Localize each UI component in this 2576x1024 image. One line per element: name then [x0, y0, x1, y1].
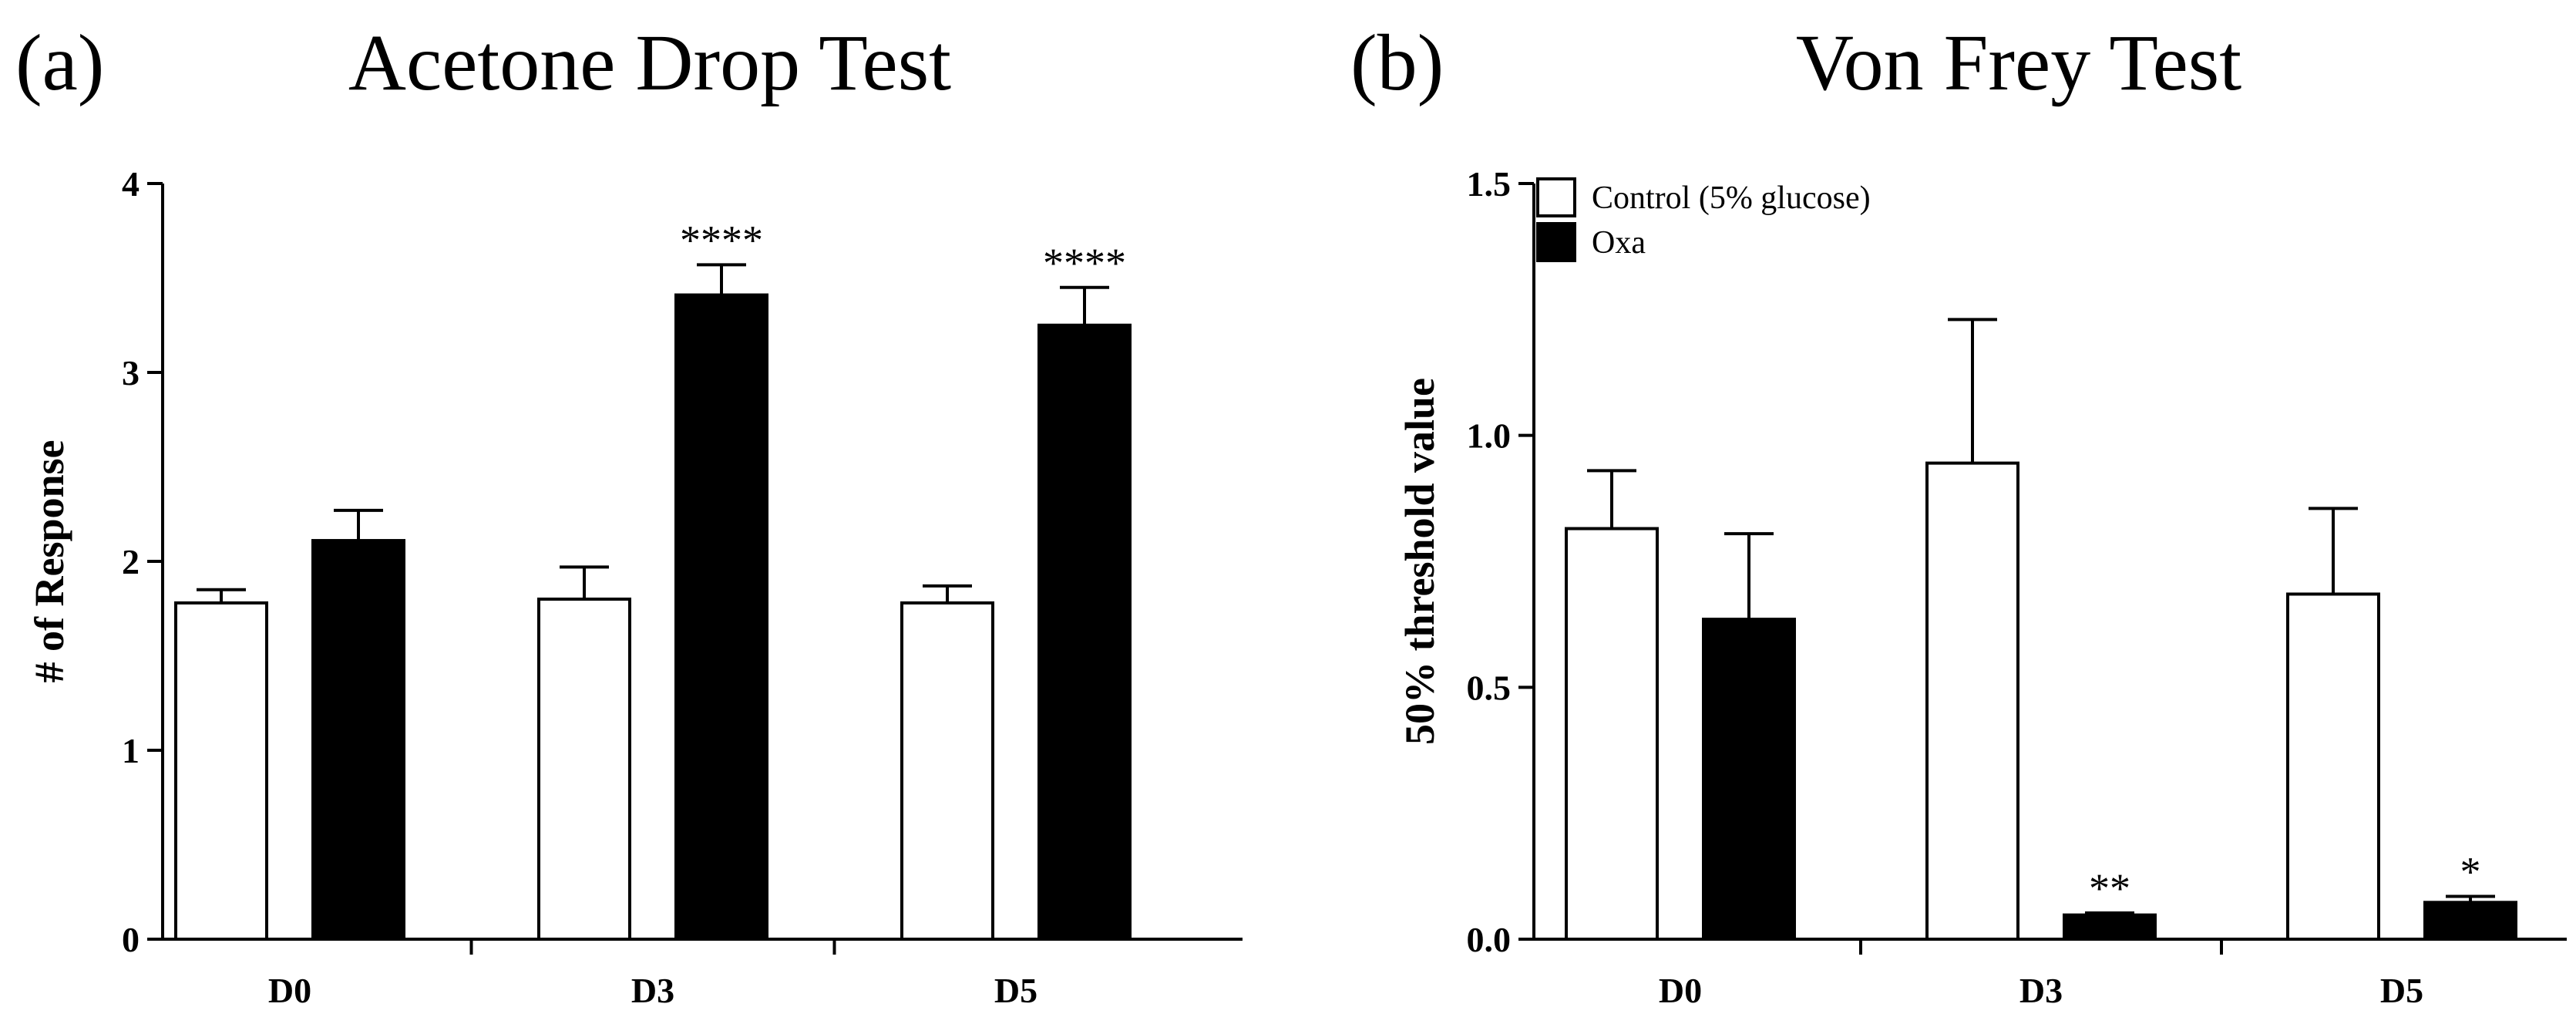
legend-swatch-control — [1536, 177, 1576, 217]
bar-control-D3 — [537, 598, 631, 941]
bar-control-D5 — [900, 601, 994, 941]
y-tick-label: 0.0 — [1467, 920, 1512, 959]
y-tick-label: 4 — [122, 164, 140, 204]
y-tick-label: 1.0 — [1467, 416, 1512, 456]
y-tick-label: 0.5 — [1467, 668, 1512, 707]
bar-control-D5 — [2286, 592, 2380, 941]
bar-oxa-D3 — [674, 293, 768, 941]
bar-control-D0 — [1565, 527, 1659, 941]
x-tick-label: D0 — [268, 971, 311, 1010]
y-axis-label: # of Response — [26, 440, 72, 682]
y-tick-label: 1 — [122, 731, 140, 770]
legend-swatch-oxa — [1536, 222, 1576, 262]
x-tick-label: D3 — [631, 971, 674, 1010]
panel-label: (a) — [15, 19, 104, 107]
x-tick-label: D5 — [994, 971, 1037, 1010]
bar-control-D3 — [1925, 461, 2019, 941]
bar-oxa-D3 — [2063, 913, 2157, 941]
bar-oxa-D5 — [1037, 323, 1132, 941]
significance-marker: ** — [2089, 865, 2130, 911]
significance-marker: **** — [680, 217, 763, 263]
x-tick-label: D3 — [2019, 971, 2063, 1010]
x-tick-label: D5 — [2380, 971, 2423, 1010]
significance-marker: **** — [1043, 240, 1126, 286]
legend-label-oxa: Oxa — [1592, 225, 1646, 261]
significance-marker: * — [2460, 848, 2481, 894]
panel-label: (b) — [1350, 19, 1444, 107]
chart-title: Acetone Drop Test — [348, 19, 951, 107]
legend-label-control: Control (5% glucose) — [1592, 180, 1871, 216]
y-tick-label: 3 — [122, 353, 140, 392]
bar-control-D0 — [174, 601, 268, 941]
bar-oxa-D0 — [311, 539, 405, 941]
y-tick-label: 2 — [122, 542, 140, 581]
bar-oxa-D5 — [2423, 901, 2517, 941]
y-axis-label: 50% threshold value — [1397, 378, 1443, 745]
y-tick-label: 1.5 — [1467, 164, 1512, 204]
chart-title: Von Frey Test — [1796, 19, 2241, 107]
x-tick-label: D0 — [1659, 971, 1702, 1010]
bar-oxa-D0 — [1702, 618, 1796, 941]
y-tick-label: 0 — [122, 920, 140, 959]
